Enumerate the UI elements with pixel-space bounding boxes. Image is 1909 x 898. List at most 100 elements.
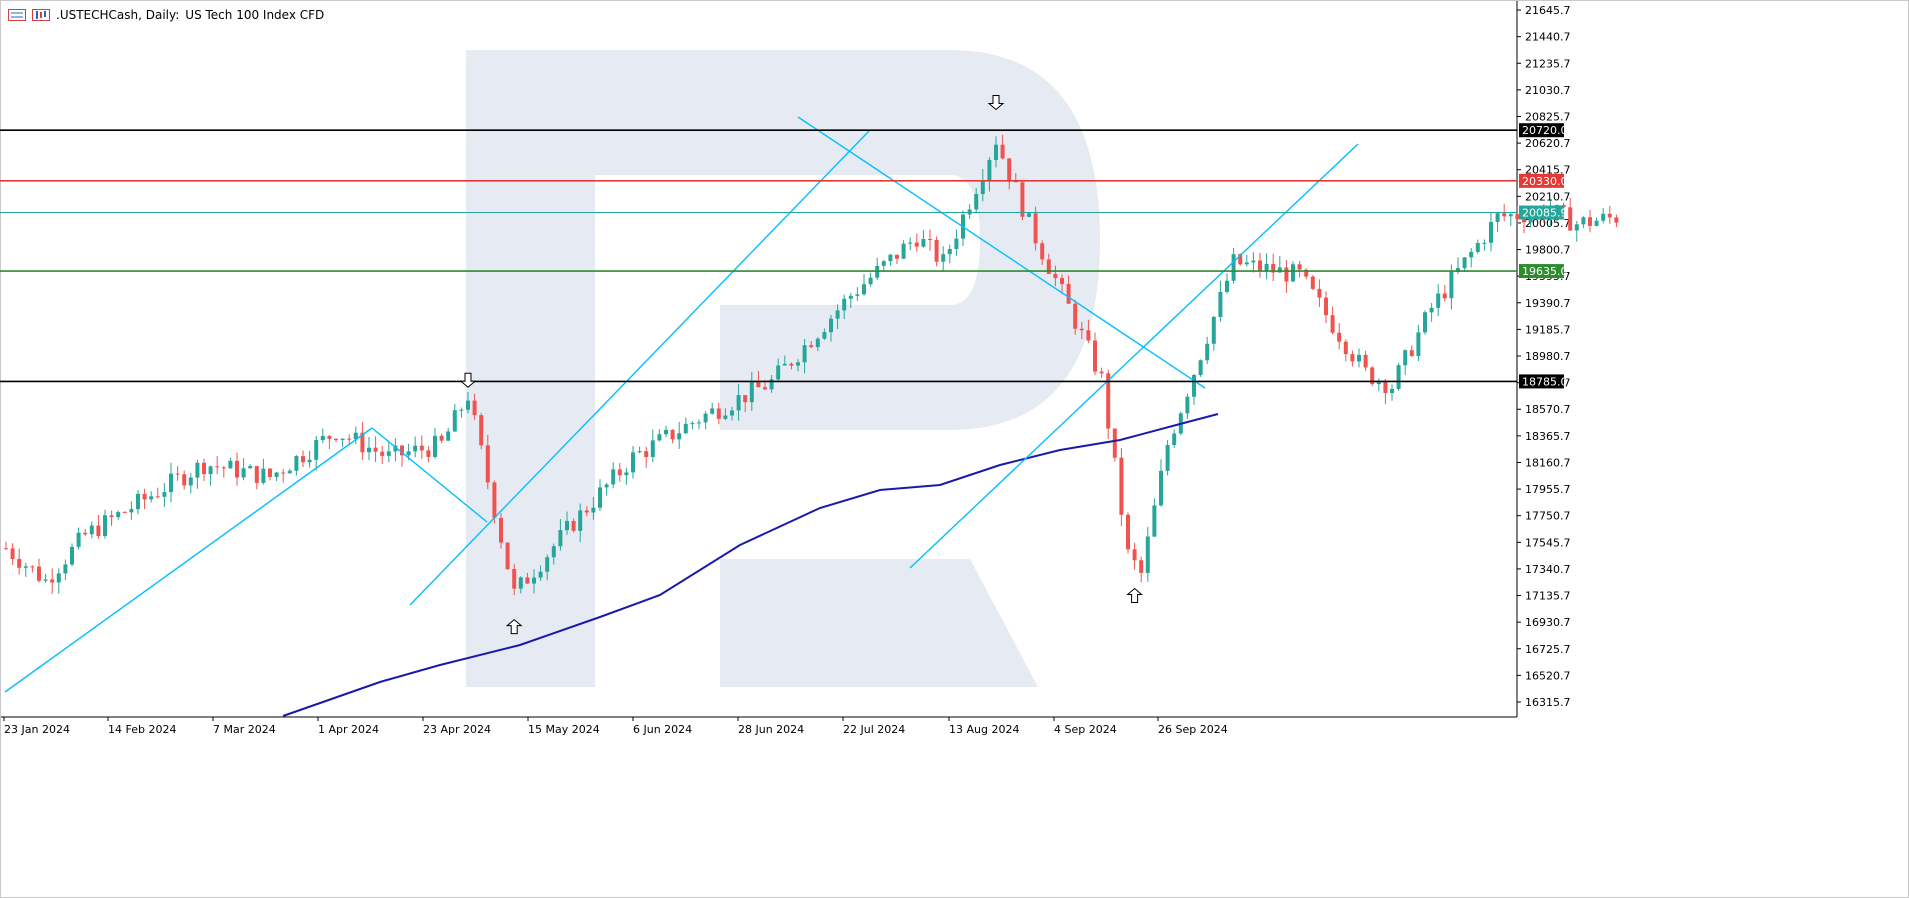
candle xyxy=(967,204,972,219)
candle-body xyxy=(439,435,444,441)
candle xyxy=(1581,216,1586,229)
y-tick-label: 17955.7 xyxy=(1525,483,1571,496)
candle-body xyxy=(1284,267,1289,282)
candle xyxy=(1099,367,1104,378)
candle-body xyxy=(400,445,404,456)
y-tick-label: 18160.7 xyxy=(1525,456,1571,469)
candle-body xyxy=(1106,373,1111,429)
candle xyxy=(1284,260,1289,293)
candle xyxy=(848,292,853,308)
candle xyxy=(1020,180,1025,221)
candle-body xyxy=(235,460,239,478)
candle-body xyxy=(716,408,721,419)
candle-body xyxy=(1350,354,1355,362)
candle xyxy=(901,239,906,260)
indicator-icon[interactable] xyxy=(32,9,50,21)
candle-body xyxy=(624,472,629,476)
x-tick-label: 13 Aug 2024 xyxy=(949,723,1019,736)
candle-body xyxy=(670,429,675,440)
candle xyxy=(1198,359,1203,377)
candle xyxy=(604,482,609,496)
candle-body xyxy=(479,415,484,446)
candle xyxy=(195,459,200,489)
candle xyxy=(1073,299,1078,335)
candle-body xyxy=(1482,242,1487,244)
candle-body xyxy=(1607,213,1612,218)
candle-body xyxy=(697,422,701,424)
arrow-up-icon xyxy=(505,618,523,635)
candle xyxy=(50,568,55,594)
candle-body xyxy=(1086,330,1091,341)
candle-body xyxy=(1291,264,1295,282)
candle-body xyxy=(710,408,715,414)
candle xyxy=(1568,198,1573,231)
candle-body xyxy=(37,566,41,581)
candle-body xyxy=(584,510,589,513)
candle xyxy=(459,407,464,418)
candle xyxy=(433,428,437,459)
candle xyxy=(835,304,840,330)
candle-body xyxy=(499,517,503,543)
x-tick-label: 23 Apr 2024 xyxy=(423,723,491,736)
candle-body xyxy=(994,144,998,160)
candle xyxy=(525,572,530,584)
candle xyxy=(512,563,517,596)
candle-body xyxy=(1574,224,1579,231)
candle-body xyxy=(1337,332,1342,342)
y-tick-label: 16930.7 xyxy=(1525,616,1571,629)
candle-body xyxy=(796,362,800,366)
candle-body xyxy=(353,432,358,440)
candle-body xyxy=(1060,278,1064,284)
candle xyxy=(756,371,761,388)
candle-body xyxy=(1185,396,1190,414)
candle xyxy=(492,480,497,524)
price-level-tag xyxy=(1519,205,1564,220)
candle xyxy=(116,510,121,520)
candle xyxy=(1211,316,1216,351)
candle-body xyxy=(578,510,583,531)
candle xyxy=(1086,319,1091,344)
candle xyxy=(419,435,424,459)
candle-body xyxy=(1601,213,1606,221)
candle xyxy=(1396,362,1401,391)
candle xyxy=(980,169,985,202)
candle-body xyxy=(1126,514,1130,550)
candle xyxy=(499,513,503,549)
candle-body xyxy=(301,456,305,463)
candle-body xyxy=(789,363,794,366)
candle xyxy=(182,470,187,490)
candle xyxy=(175,466,180,481)
candle xyxy=(518,576,523,594)
candle-body xyxy=(1409,350,1414,356)
candle-body xyxy=(221,467,226,469)
candle xyxy=(1588,210,1592,233)
candle-body xyxy=(1462,257,1467,269)
candle-body xyxy=(30,566,35,568)
chart-type-icon[interactable] xyxy=(8,9,26,21)
candle-body xyxy=(538,571,543,578)
candle-body xyxy=(518,577,523,589)
candle xyxy=(1601,208,1606,224)
candle xyxy=(1383,378,1388,405)
candle xyxy=(466,391,470,414)
candle-body xyxy=(373,447,378,452)
candle xyxy=(868,272,873,287)
candle xyxy=(617,462,622,482)
candle xyxy=(10,543,15,565)
candle xyxy=(1429,303,1434,322)
candle xyxy=(1409,345,1414,358)
candle xyxy=(1436,284,1441,316)
candle-body xyxy=(1040,243,1045,260)
candle xyxy=(842,294,847,320)
candle-body xyxy=(1330,315,1335,333)
candle xyxy=(208,465,213,486)
candle-body xyxy=(63,564,68,574)
candle xyxy=(532,569,536,594)
candle xyxy=(136,490,140,515)
candle xyxy=(895,254,899,264)
candle-body xyxy=(1423,312,1427,333)
candle xyxy=(723,408,728,421)
candle xyxy=(611,462,616,489)
candle-body xyxy=(413,445,418,452)
